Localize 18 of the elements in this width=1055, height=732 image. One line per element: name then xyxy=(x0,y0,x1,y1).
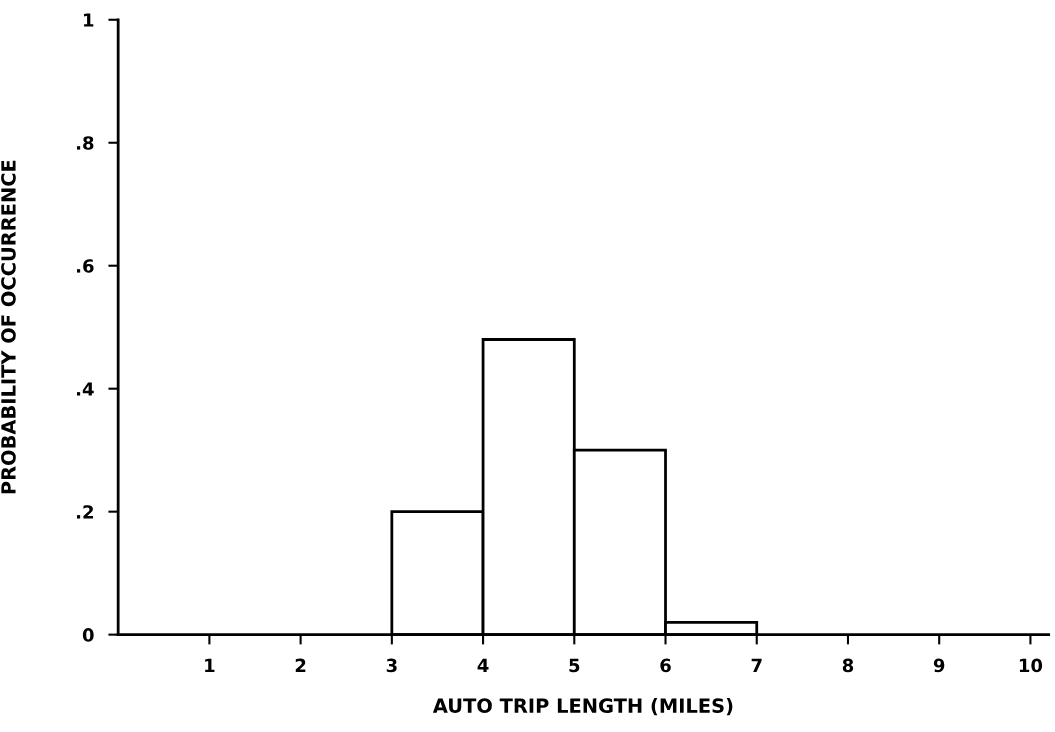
x-tick-label: 10 xyxy=(1019,658,1043,673)
x-tick-label: 4 xyxy=(477,658,489,672)
x-tick-label: 3 xyxy=(386,658,397,673)
x-tick-label: 7 xyxy=(751,658,762,672)
x-tick-label: 2 xyxy=(295,658,306,672)
x-tick-label: 8 xyxy=(842,658,854,673)
y-tick-label: 0 xyxy=(82,628,94,642)
x-tick-label: 9 xyxy=(933,658,945,673)
x-axis-title: AUTO TRIP LENGTH (MILES) xyxy=(432,697,733,716)
x-tick-label: 5 xyxy=(569,658,580,673)
x-tick-label: 6 xyxy=(660,658,671,673)
y-tick-label: .2 xyxy=(76,505,93,519)
y-tick-label: .6 xyxy=(76,259,94,273)
y-tick-label: .8 xyxy=(76,136,94,150)
y-tick-label: .4 xyxy=(76,382,94,396)
y-axis-title: PROBABILITY OF OCCURRENCE xyxy=(1,160,16,494)
x-tick-label: 1 xyxy=(205,658,215,672)
y-tick-label: 1 xyxy=(84,13,94,27)
